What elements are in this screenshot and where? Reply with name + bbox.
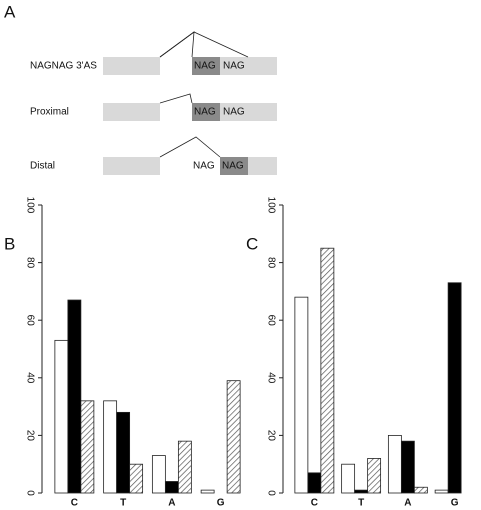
bar bbox=[413, 486, 428, 494]
bar bbox=[307, 472, 322, 494]
y-tick-label: 60 bbox=[24, 315, 35, 327]
row-name: NAGNAG 3'AS bbox=[30, 61, 97, 72]
y-tick-label: 80 bbox=[265, 257, 276, 269]
x-tick-label: A bbox=[168, 498, 175, 509]
nag: NAG bbox=[223, 107, 245, 118]
bar bbox=[103, 400, 118, 494]
y-tick-label: 40 bbox=[24, 372, 35, 384]
bar bbox=[67, 299, 82, 494]
nag-box bbox=[192, 103, 220, 121]
bar bbox=[387, 434, 402, 494]
x-tick-label: A bbox=[404, 498, 411, 509]
row-name: Distal bbox=[30, 161, 55, 172]
bar bbox=[320, 247, 335, 494]
x-tick-label: T bbox=[358, 498, 364, 509]
chart: C 0 20 40 60 80 100 C T A G bbox=[246, 197, 462, 509]
nag: NAG bbox=[193, 161, 215, 172]
row-name: Proximal bbox=[30, 107, 69, 118]
x-tick-label: C bbox=[311, 498, 318, 509]
exon bbox=[103, 57, 160, 75]
y-tick-label: 40 bbox=[265, 372, 276, 384]
nag: NAG bbox=[194, 61, 216, 72]
y-tick-label: 80 bbox=[24, 257, 35, 269]
y-tick-label: 20 bbox=[265, 430, 276, 442]
exon bbox=[103, 103, 160, 121]
nag: NAG bbox=[222, 161, 244, 172]
bar bbox=[354, 489, 369, 494]
bar bbox=[434, 489, 449, 494]
nag: NAG bbox=[194, 107, 216, 118]
splice bbox=[159, 31, 249, 58]
y-tick-label: 60 bbox=[265, 315, 276, 327]
nag-box bbox=[220, 157, 248, 175]
bar bbox=[164, 481, 179, 494]
y-tick-label: 20 bbox=[24, 430, 35, 442]
bar bbox=[341, 463, 356, 494]
nag: NAG bbox=[223, 61, 245, 72]
splice bbox=[159, 93, 193, 104]
panel-label: A bbox=[4, 2, 16, 21]
x-tick-label: T bbox=[120, 498, 126, 509]
bar bbox=[80, 400, 95, 494]
exon bbox=[103, 157, 160, 175]
y-tick-label: 100 bbox=[24, 197, 35, 214]
y-tick-label: 0 bbox=[24, 490, 35, 496]
bar bbox=[116, 411, 131, 494]
panel-label: B bbox=[4, 234, 15, 253]
bar bbox=[400, 440, 415, 494]
nag-box bbox=[192, 57, 220, 75]
bar bbox=[151, 455, 166, 494]
bar bbox=[54, 339, 69, 494]
y-tick-label: 0 bbox=[265, 490, 276, 496]
panel-a: A NAGNAG 3'AS NAG NAG Proximal NAG NAG D… bbox=[4, 2, 277, 175]
x-tick-label: C bbox=[71, 498, 78, 509]
bar bbox=[200, 489, 215, 494]
bar bbox=[294, 296, 309, 494]
bar bbox=[447, 282, 462, 494]
x-tick-label: G bbox=[217, 498, 225, 509]
x-tick-label: G bbox=[451, 498, 459, 509]
y-tick-label: 100 bbox=[265, 197, 276, 214]
bar bbox=[367, 458, 382, 494]
splice bbox=[159, 136, 221, 158]
chart: B 0 20 40 60 80 100 C T A G bbox=[4, 197, 241, 509]
bar bbox=[177, 440, 192, 494]
panel-label: C bbox=[246, 234, 258, 253]
bar bbox=[226, 380, 241, 494]
bar bbox=[129, 463, 144, 494]
